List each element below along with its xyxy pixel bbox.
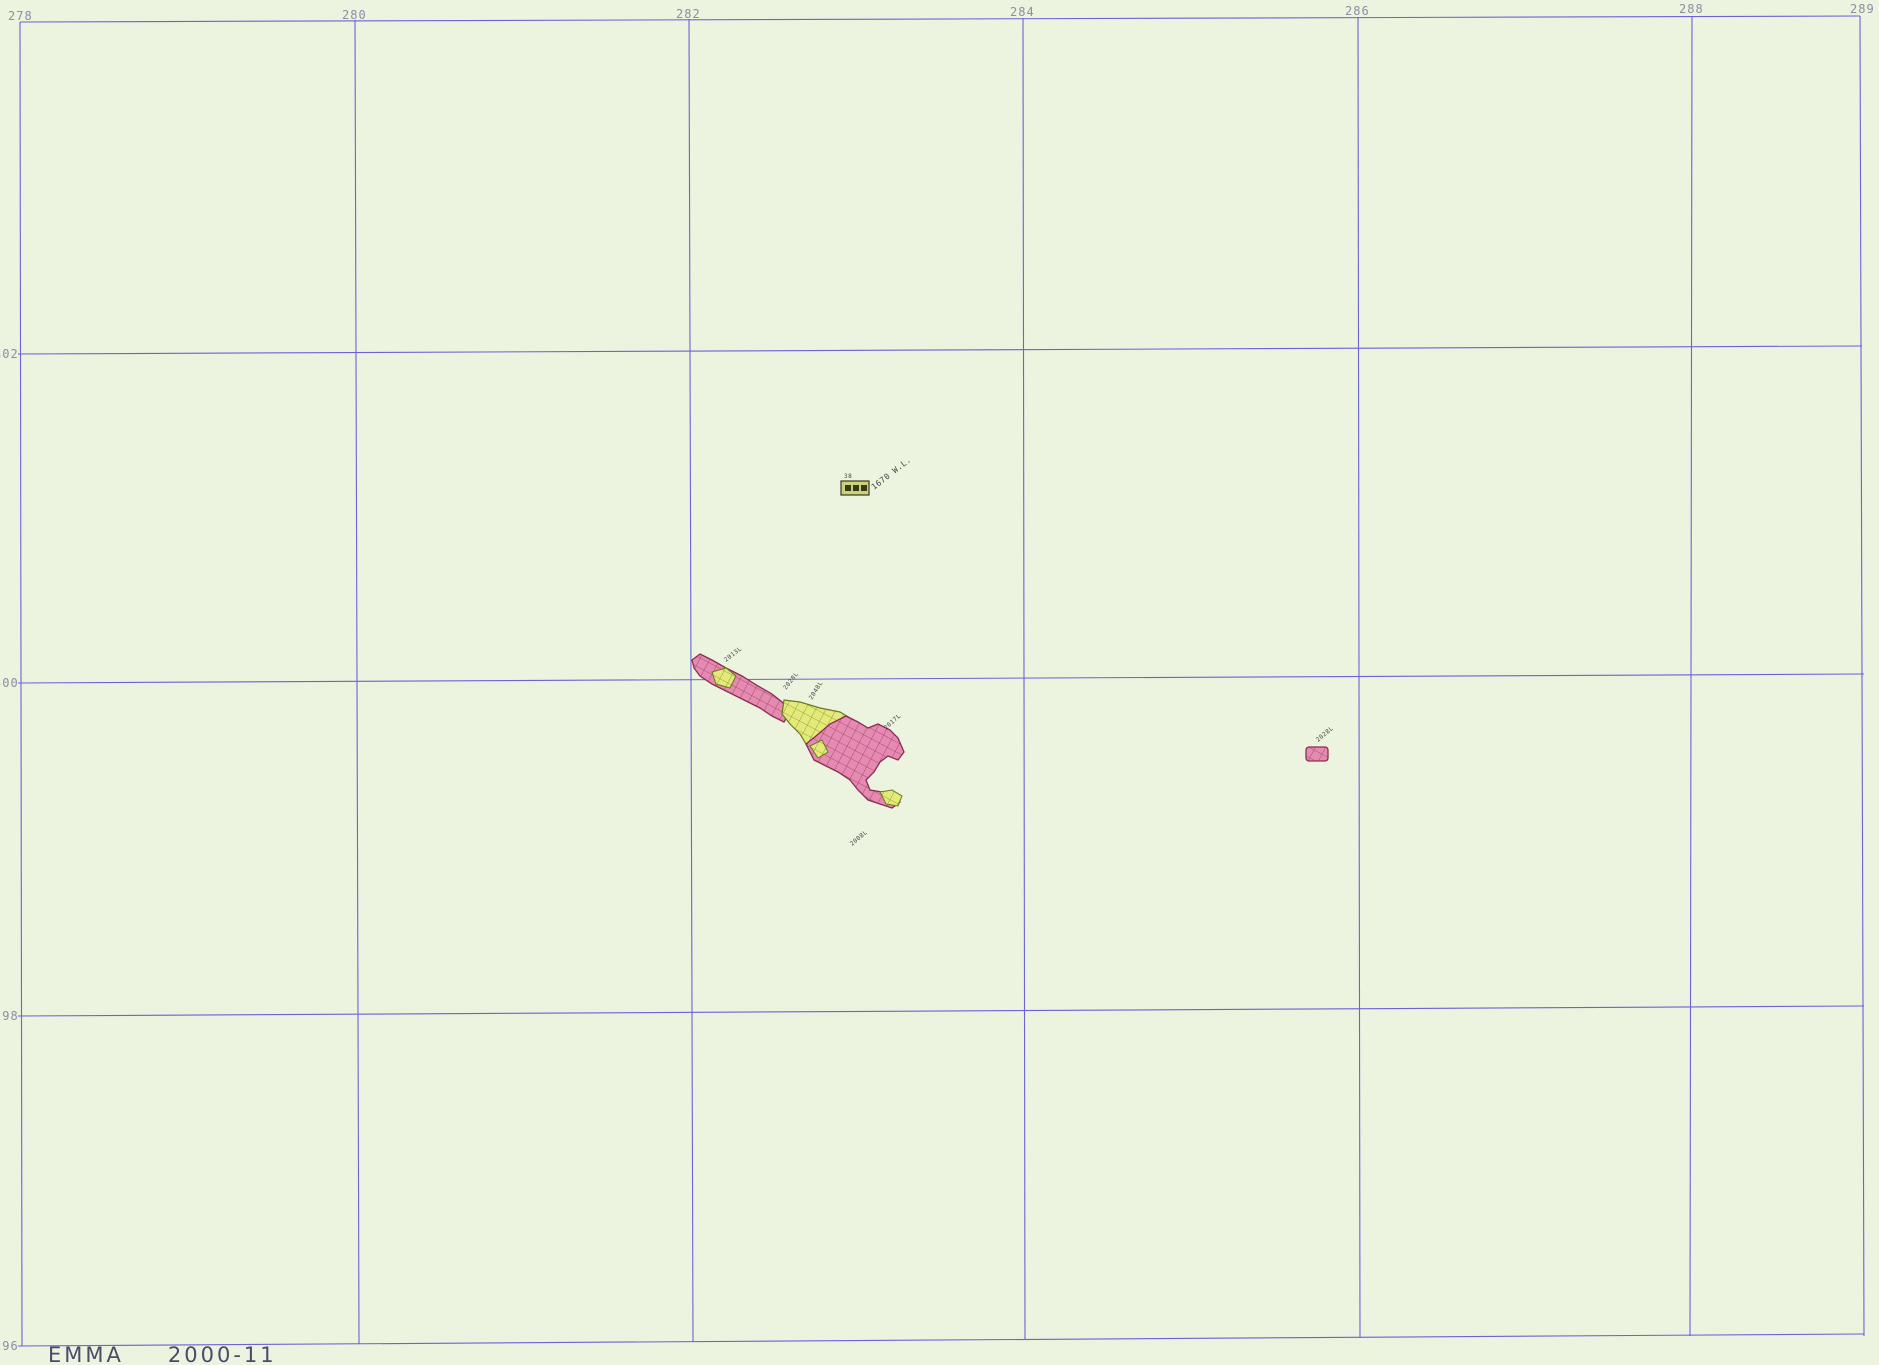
main-stope-body: [691, 653, 905, 809]
northing-label-302: 302: [0, 347, 19, 361]
easting-label-280: 280: [342, 8, 367, 22]
level-label-2028-a: 2028L: [782, 671, 800, 692]
level-label-2008: 2008L: [849, 829, 869, 848]
sheet-title-number: 2000-11: [167, 1343, 277, 1365]
easting-label-289: 289: [1850, 2, 1875, 16]
east-stope: 2028L: [1305, 725, 1335, 762]
northing-label-300: 300: [0, 676, 19, 690]
stope-west-arm: [691, 653, 791, 723]
level-label-2048: 2048L: [808, 680, 825, 701]
gridline-n298: [17, 1005, 1865, 1017]
northing-gridlines: [17, 15, 1865, 1347]
gridline-n296: [17, 1333, 1865, 1347]
small-stope-cell: [853, 485, 859, 491]
easting-label-278: 278: [8, 9, 33, 23]
east-stope-box: [1305, 746, 1329, 762]
easting-label-286: 286: [1345, 4, 1370, 18]
northing-labels: 302 300 298 296: [0, 347, 19, 1353]
small-stope-cell: [845, 485, 851, 491]
small-stope-cell: [861, 485, 867, 491]
stope-west-yellow: [711, 667, 737, 689]
stope-south-tail-yellow: [879, 789, 903, 807]
level-label-2017: 2017L: [883, 713, 903, 732]
working-1670: 38 1670 W.L.: [840, 455, 913, 496]
easting-gridlines: [19, 15, 1865, 1347]
gridline-e282: [688, 18, 694, 1343]
gridline-e288: [1689, 15, 1693, 1337]
northing-label-296: 296: [0, 1339, 19, 1353]
gridline-n302: [17, 345, 1863, 355]
level-label-2028-b: 2028L: [1315, 725, 1335, 744]
northing-label-298: 298: [0, 1009, 19, 1023]
gridline-e278: [19, 21, 23, 1347]
stope-yellow-patch: [809, 739, 829, 759]
easting-label-288: 288: [1679, 2, 1704, 16]
sheet-title: EMMA 2000-11: [48, 1343, 321, 1365]
gridline-top: [19, 15, 1861, 23]
gridline-e284: [1022, 17, 1026, 1341]
easting-label-282: 282: [676, 7, 701, 21]
small-stope-mark: 38: [844, 473, 852, 480]
easting-labels: 278 280 282 284 286 288 289: [8, 2, 1875, 23]
gridline-e280: [354, 19, 360, 1345]
gridline-e289: [1859, 15, 1865, 1337]
gridline-n300: [17, 673, 1865, 684]
gridline-e286: [1357, 16, 1361, 1339]
stope-main-pink: [805, 715, 905, 809]
level-label-2013: 2013L: [723, 645, 744, 663]
sheet-title-name: EMMA: [48, 1343, 124, 1365]
easting-label-284: 284: [1010, 5, 1035, 19]
level-label-1670: 1670 W.L.: [870, 455, 913, 492]
